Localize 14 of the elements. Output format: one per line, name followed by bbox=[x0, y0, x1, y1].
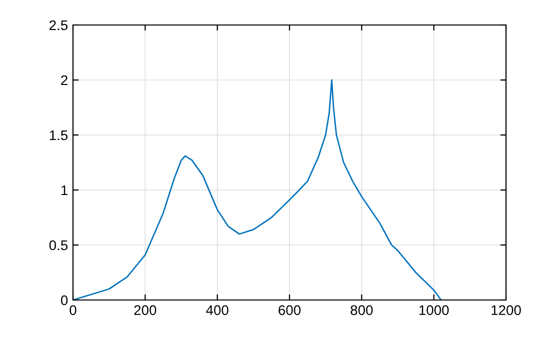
x-tick-label: 600 bbox=[278, 305, 301, 316]
y-tick-label: 2 bbox=[61, 75, 68, 86]
y-tick-label: 0.5 bbox=[49, 240, 68, 250]
x-tick-label: 200 bbox=[134, 305, 156, 316]
line-series bbox=[73, 79, 442, 300]
y-tick-label: 1 bbox=[61, 185, 68, 196]
x-tick-label: 1200 bbox=[492, 305, 521, 316]
x-tick-label: 1000 bbox=[419, 305, 449, 316]
y-tick-label: 1.5 bbox=[50, 130, 68, 140]
x-tick-label: 0 bbox=[70, 305, 76, 316]
y-tick-label: 0 bbox=[60, 295, 68, 306]
x-tick-label: 800 bbox=[350, 305, 373, 316]
y-tick-label: 2.5 bbox=[50, 20, 68, 30]
x-tick-label: 400 bbox=[206, 305, 228, 316]
